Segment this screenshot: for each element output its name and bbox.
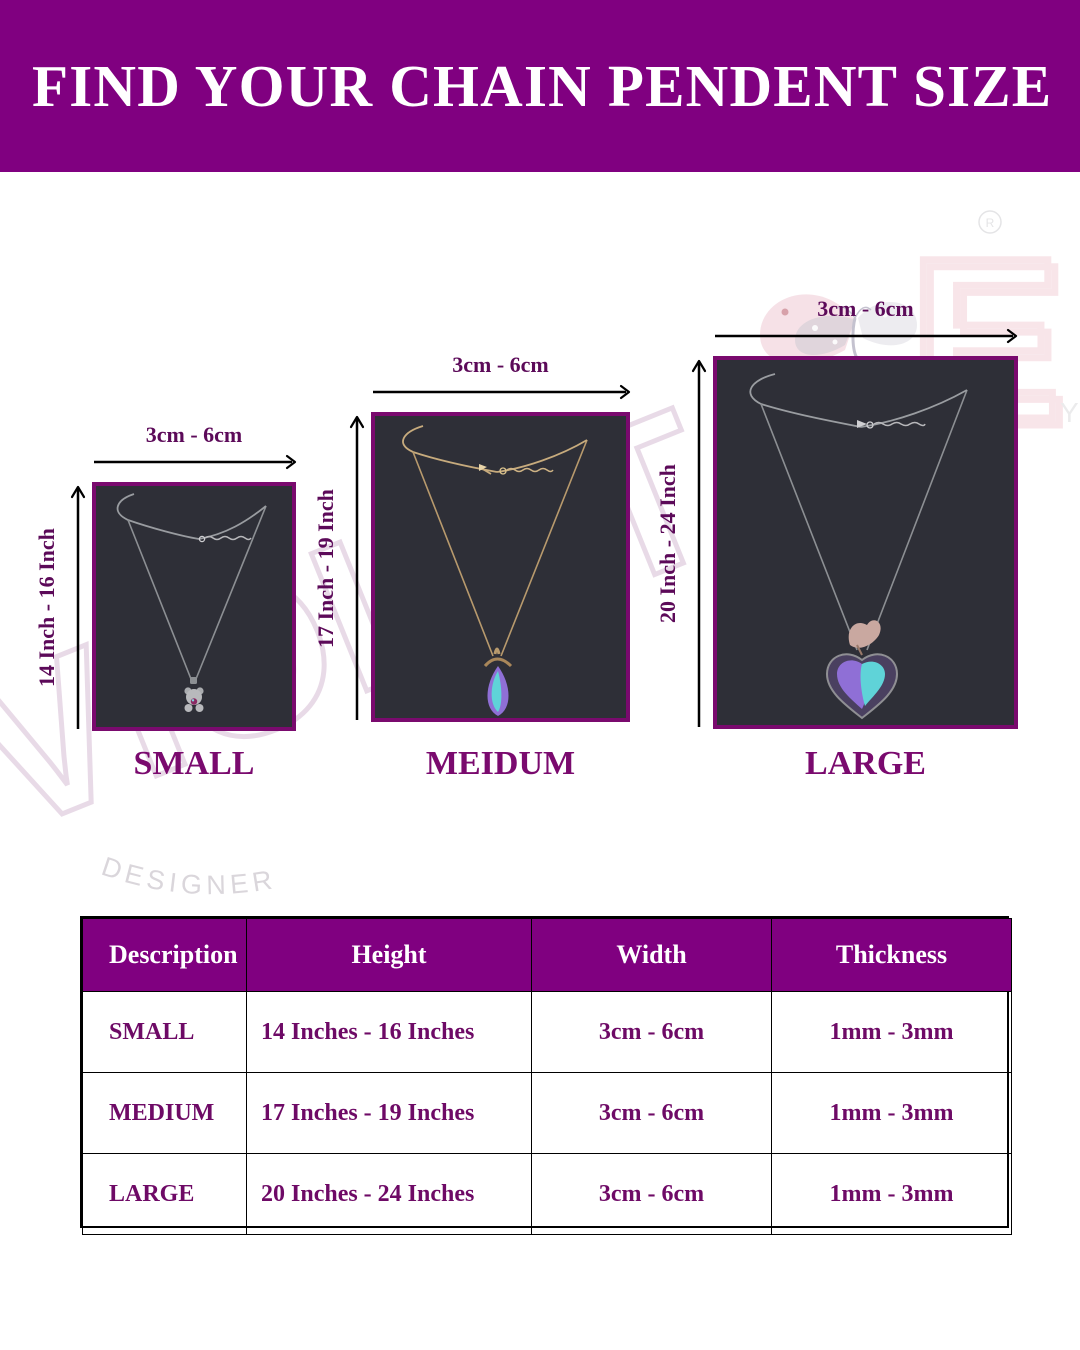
svg-text:DESIGNER: DESIGNER [98, 851, 279, 900]
svg-text:R: R [986, 216, 995, 230]
svg-text:Y: Y [1060, 397, 1079, 428]
